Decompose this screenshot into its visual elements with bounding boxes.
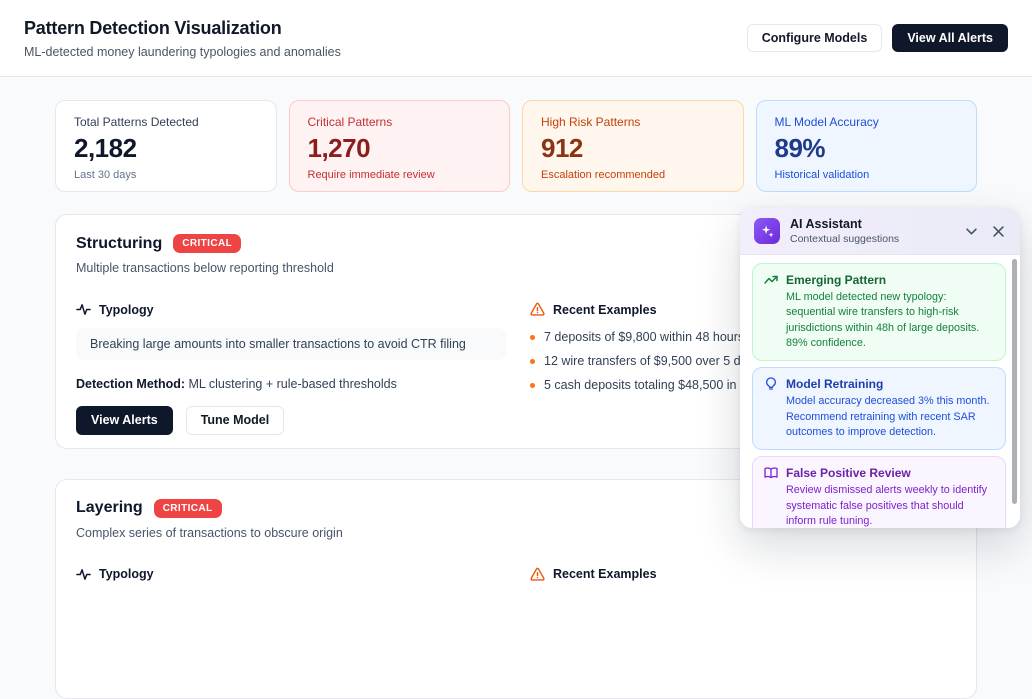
typology-label: Typology	[99, 302, 154, 317]
stat-value: 1,270	[307, 133, 371, 163]
typology-section-label: Typology	[76, 567, 506, 582]
detection-method-label: Detection Method:	[76, 377, 186, 391]
ai-assistant-controls	[964, 224, 1006, 239]
examples-section-label: Recent Examples	[530, 302, 956, 317]
sparkles-icon	[754, 218, 780, 244]
examples-label: Recent Examples	[553, 302, 657, 317]
example-text: 12 wire transfers of $9,500 over 5 days	[544, 354, 761, 368]
suggestion-header: Emerging Pattern	[764, 273, 994, 287]
examples-section-label: Recent Examples	[530, 567, 956, 582]
example-text: 7 deposits of $9,800 within 48 hours	[544, 330, 745, 344]
page-title: Pattern Detection Visualization	[24, 17, 282, 38]
detection-method-line: Detection Method: ML clustering + rule-b…	[76, 377, 506, 391]
page-subtitle: ML-detected money laundering typologies …	[24, 44, 341, 59]
suggestion-title: Model Retraining	[786, 377, 884, 392]
example-item: 7 deposits of $9,800 within 48 hours	[530, 330, 956, 344]
view-alerts-button[interactable]: View Alerts	[76, 406, 173, 435]
stat-label: High Risk Patterns	[541, 115, 641, 129]
pattern-description: Multiple transactions below reporting th…	[76, 261, 334, 275]
stat-caption: Last 30 days	[74, 169, 137, 181]
chevron-down-icon	[966, 227, 977, 235]
ai-assistant-subtitle: Contextual suggestions	[790, 233, 900, 245]
header-title-block: Pattern Detection Visualization ML-detec…	[24, 18, 341, 59]
stat-label: Critical Patterns	[307, 115, 393, 129]
ai-suggestions-list: Emerging Pattern ML model detected new t…	[740, 255, 1020, 528]
ai-assistant-header: AI Assistant Contextual suggestions	[740, 208, 1020, 255]
typology-text-box: Breaking large amounts into smaller tran…	[76, 328, 506, 360]
detection-method-value: ML clustering + rule-based thresholds	[185, 377, 397, 391]
suggestion-text: Review dismissed alerts weekly to identi…	[786, 484, 988, 527]
stats-row: Total Patterns Detected 2,182 Last 30 da…	[55, 100, 977, 192]
suggestion-header: False Positive Review	[764, 466, 994, 480]
ai-assistant-panel: AI Assistant Contextual suggestions Emer…	[740, 208, 1020, 528]
tune-model-button[interactable]: Tune Model	[185, 406, 285, 435]
pattern-actions: View Alerts Tune Model	[76, 406, 506, 435]
page-header: Pattern Detection Visualization ML-detec…	[0, 0, 1032, 77]
typology-column: Typology Breaking large amounts into sma…	[76, 302, 506, 435]
stat-card-ml-accuracy: ML Model Accuracy 89% Historical validat…	[755, 100, 977, 192]
stat-card-high-risk-patterns: High Risk Patterns 912 Escalation recomm…	[522, 100, 744, 192]
example-text: 5 cash deposits totaling $48,500 in one …	[544, 378, 794, 392]
suggestion-header: Model Retraining	[764, 377, 994, 391]
ai-assistant-title: AI Assistant	[790, 217, 862, 231]
pattern-title: Layering	[76, 499, 143, 516]
pattern-title: Structuring	[76, 234, 163, 252]
suggestion-title: Emerging Pattern	[786, 273, 887, 287]
stat-value: 89%	[774, 133, 826, 163]
stat-value: 2,182	[74, 133, 137, 163]
pattern-header: Structuring CRITICAL	[76, 234, 956, 253]
suggestion-card-false-positive-review[interactable]: False Positive Review Review dismissed a…	[752, 456, 1006, 528]
configure-models-button[interactable]: Configure Models	[746, 23, 883, 53]
suggestion-card-emerging-pattern[interactable]: Emerging Pattern ML model detected new t…	[752, 263, 1006, 362]
stat-caption: Historical validation	[774, 169, 870, 181]
stat-label: ML Model Accuracy	[774, 115, 879, 129]
examples-column: Recent Examples	[530, 567, 956, 582]
stat-caption: Escalation recommended	[541, 169, 666, 181]
pattern-description: Complex series of transactions to obscur…	[76, 525, 343, 540]
critical-badge: CRITICAL	[173, 234, 242, 253]
examples-list: 7 deposits of $9,800 within 48 hours 12 …	[530, 330, 956, 392]
bullet-dot	[530, 359, 535, 364]
suggestion-title: False Positive Review	[786, 466, 911, 481]
book-open-icon	[764, 467, 778, 479]
pattern-header: Layering CRITICAL	[76, 498, 956, 518]
example-item: 12 wire transfers of $9,500 over 5 days	[530, 354, 956, 368]
collapse-button[interactable]	[964, 224, 979, 239]
suggestion-card-model-retraining[interactable]: Model Retraining Model accuracy decrease…	[752, 367, 1006, 451]
typology-section-label: Typology	[76, 302, 506, 317]
close-icon	[993, 225, 1004, 237]
stat-card-total-patterns: Total Patterns Detected 2,182 Last 30 da…	[55, 100, 277, 192]
typology-column: Typology	[76, 567, 506, 582]
stat-label: Total Patterns Detected	[74, 115, 199, 129]
suggestion-text: ML model detected new typology: sequenti…	[786, 291, 980, 349]
ai-assistant-titles: AI Assistant Contextual suggestions	[790, 217, 954, 245]
stat-caption: Require immediate review	[307, 169, 435, 181]
view-all-alerts-button[interactable]: View All Alerts	[892, 23, 1008, 53]
alert-triangle-icon	[530, 302, 545, 316]
examples-column: Recent Examples 7 deposits of $9,800 wit…	[530, 302, 956, 435]
activity-icon	[76, 568, 91, 580]
example-item: 5 cash deposits totaling $48,500 in one …	[530, 378, 956, 392]
typology-label: Typology	[99, 567, 154, 581]
trending-up-icon	[764, 275, 778, 284]
alert-triangle-icon	[530, 567, 545, 581]
pattern-body: Typology Breaking large amounts into sma…	[76, 302, 956, 435]
panel-scrollbar[interactable]	[1012, 259, 1017, 504]
suggestion-text: Model accuracy decreased 3% this month. …	[786, 395, 990, 438]
header-actions: Configure Models View All Alerts	[746, 23, 1008, 53]
examples-label: Recent Examples	[553, 567, 657, 581]
pattern-body: Typology Recent Examples	[76, 567, 956, 582]
close-button[interactable]	[991, 224, 1006, 239]
stat-card-critical-patterns: Critical Patterns 1,270 Require immediat…	[288, 100, 510, 192]
activity-icon	[76, 304, 91, 315]
bullet-dot	[530, 335, 535, 340]
lightbulb-icon	[766, 377, 776, 390]
bullet-dot	[530, 383, 535, 388]
stat-value: 912	[541, 133, 583, 163]
critical-badge: CRITICAL	[153, 498, 222, 518]
